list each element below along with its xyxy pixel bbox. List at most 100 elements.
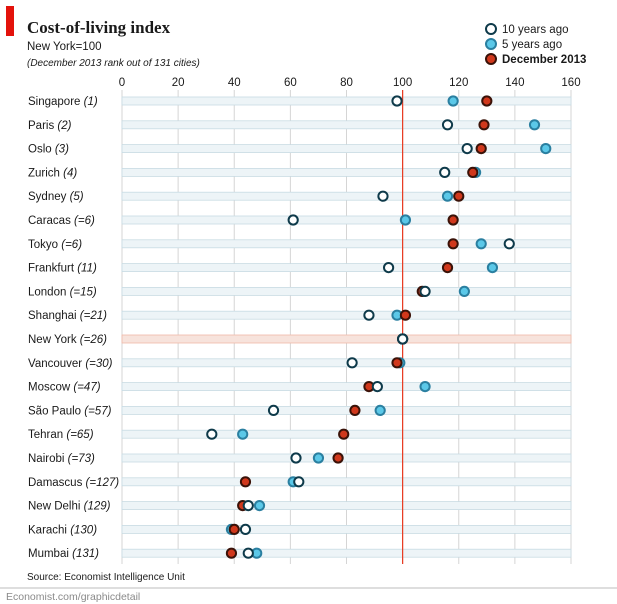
city-name-moscow: Moscow (28, 382, 73, 394)
point-damascus-december-2013 (239, 476, 252, 488)
chart-note: (December 2013 rank out of 131 cities) (27, 58, 200, 69)
row-track-nairobi (121, 453, 572, 463)
point-damascus-10-years-ago (293, 476, 305, 488)
x-tick-label-160: 160 (561, 77, 580, 89)
row-label-frankfurt: Frankfurt (11) (28, 263, 97, 275)
city-rank-damascus: (=127) (86, 477, 120, 489)
point-new-york-10-years-ago (397, 333, 409, 345)
city-rank-paris: (2) (57, 120, 71, 132)
city-name-nairobi: Nairobi (28, 453, 68, 465)
data-points (206, 95, 552, 559)
row-track-caracas (121, 215, 572, 225)
row-track-london (121, 286, 572, 296)
point-moscow-5-years-ago (419, 381, 431, 393)
x-tick-label-100: 100 (393, 77, 412, 89)
source-note: Source: Economist Intelligence Unit (27, 572, 185, 583)
row-track-singapore (121, 96, 572, 106)
x-tick-label-80: 80 (340, 77, 353, 89)
city-rank-oslo: (3) (55, 144, 69, 156)
city-rank-frankfurt: (11) (77, 263, 97, 275)
point-caracas-10-years-ago (287, 214, 299, 226)
legend-marker-december-2013 (485, 53, 497, 65)
row-label-caracas: Caracas (=6) (28, 215, 95, 227)
point-tokyo-10-years-ago (503, 238, 515, 250)
row-track-paris (121, 120, 572, 130)
legend-label-10-years-ago: 10 years ago (502, 24, 569, 36)
row-label-mumbai: Mumbai (131) (28, 548, 99, 560)
point-singapore-5-years-ago (447, 95, 459, 107)
row-label-paris: Paris (2) (28, 120, 72, 132)
city-name-zurich: Zurich (28, 167, 63, 179)
city-rank-moscow: (=47) (73, 382, 100, 394)
row-track-new-york (121, 334, 572, 344)
row-label-zurich: Zurich (4) (28, 167, 77, 179)
point-zurich-december-2013 (467, 166, 479, 178)
x-tick-label-60: 60 (284, 77, 297, 89)
legend-label-5-years-ago: 5 years ago (502, 39, 562, 51)
city-rank-zurich: (4) (63, 167, 77, 179)
point-oslo-5-years-ago (540, 143, 552, 155)
point-tehran-december-2013 (338, 428, 350, 440)
legend: 10 years ago 5 years ago December 2013 (485, 23, 586, 66)
city-name-tehran: Tehran (28, 429, 66, 441)
city-rank-singapore: (1) (84, 96, 98, 108)
point-new-delhi-10-years-ago (242, 500, 254, 512)
chart-title: Cost-of-living index (27, 18, 171, 37)
x-tick-label-40: 40 (228, 77, 241, 89)
city-rank-new-york: (=26) (80, 334, 107, 346)
point-sao-paulo-5-years-ago (374, 404, 386, 416)
row-label-new-delhi: New Delhi (129) (28, 501, 111, 513)
row-track-mumbai (121, 548, 572, 558)
row-label-shanghai: Shanghai (=21) (28, 310, 107, 322)
city-rank-shanghai: (=21) (80, 310, 107, 322)
point-vancouver-10-years-ago (346, 357, 358, 369)
city-rank-sydney: (5) (70, 191, 84, 203)
city-name-new-york: New York (28, 334, 80, 346)
city-rank-tehran: (=65) (66, 429, 93, 441)
row-label-sao-paulo: São Paulo (=57) (28, 405, 112, 417)
row-label-singapore: Singapore (1) (28, 96, 98, 108)
x-tick-label-20: 20 (172, 77, 185, 89)
point-tokyo-5-years-ago (475, 238, 487, 250)
city-name-singapore: Singapore (28, 96, 84, 108)
point-karachi-december-2013 (228, 523, 240, 536)
city-name-mumbai: Mumbai (28, 548, 72, 560)
point-vancouver-december-2013 (391, 357, 403, 369)
row-label-oslo: Oslo (3) (28, 144, 69, 156)
point-sydney-5-years-ago (441, 190, 454, 202)
point-nairobi-5-years-ago (312, 452, 325, 464)
city-rank-tokyo: (=6) (61, 239, 82, 251)
city-name-frankfurt: Frankfurt (28, 263, 77, 275)
point-tokyo-december-2013 (447, 238, 459, 250)
chart-subtitle: New York=100 (27, 41, 102, 53)
row-track-new-delhi (121, 501, 572, 511)
row-label-nairobi: Nairobi (=73) (28, 453, 95, 465)
red-tab-marker (6, 6, 14, 36)
point-paris-10-years-ago (441, 119, 454, 131)
city-rank-london: (=15) (70, 286, 97, 298)
point-sydney-10-years-ago (377, 190, 389, 202)
point-paris-december-2013 (478, 119, 490, 131)
point-mumbai-december-2013 (225, 547, 238, 559)
row-track-frankfurt (121, 263, 572, 273)
city-name-sydney: Sydney (28, 191, 70, 203)
row-label-vancouver: Vancouver (=30) (28, 358, 113, 370)
city-rank-caracas: (=6) (74, 215, 95, 227)
row-label-london: London (=15) (28, 286, 97, 298)
point-nairobi-december-2013 (332, 452, 344, 464)
row-track-vancouver (121, 358, 572, 368)
city-rank-sao-paulo: (=57) (84, 405, 111, 417)
point-sao-paulo-10-years-ago (267, 404, 280, 416)
row-track-zurich (121, 167, 572, 177)
city-name-shanghai: Shanghai (28, 310, 80, 322)
row-track-shanghai (121, 310, 572, 320)
point-tehran-5-years-ago (237, 428, 249, 440)
footer-credit: Economist.com/graphicdetail (6, 591, 140, 603)
point-sao-paulo-december-2013 (349, 404, 361, 416)
row-track-sydney (121, 191, 572, 201)
city-name-damascus: Damascus (28, 477, 86, 489)
x-tick-label-140: 140 (505, 77, 524, 89)
point-sydney-december-2013 (453, 190, 465, 202)
